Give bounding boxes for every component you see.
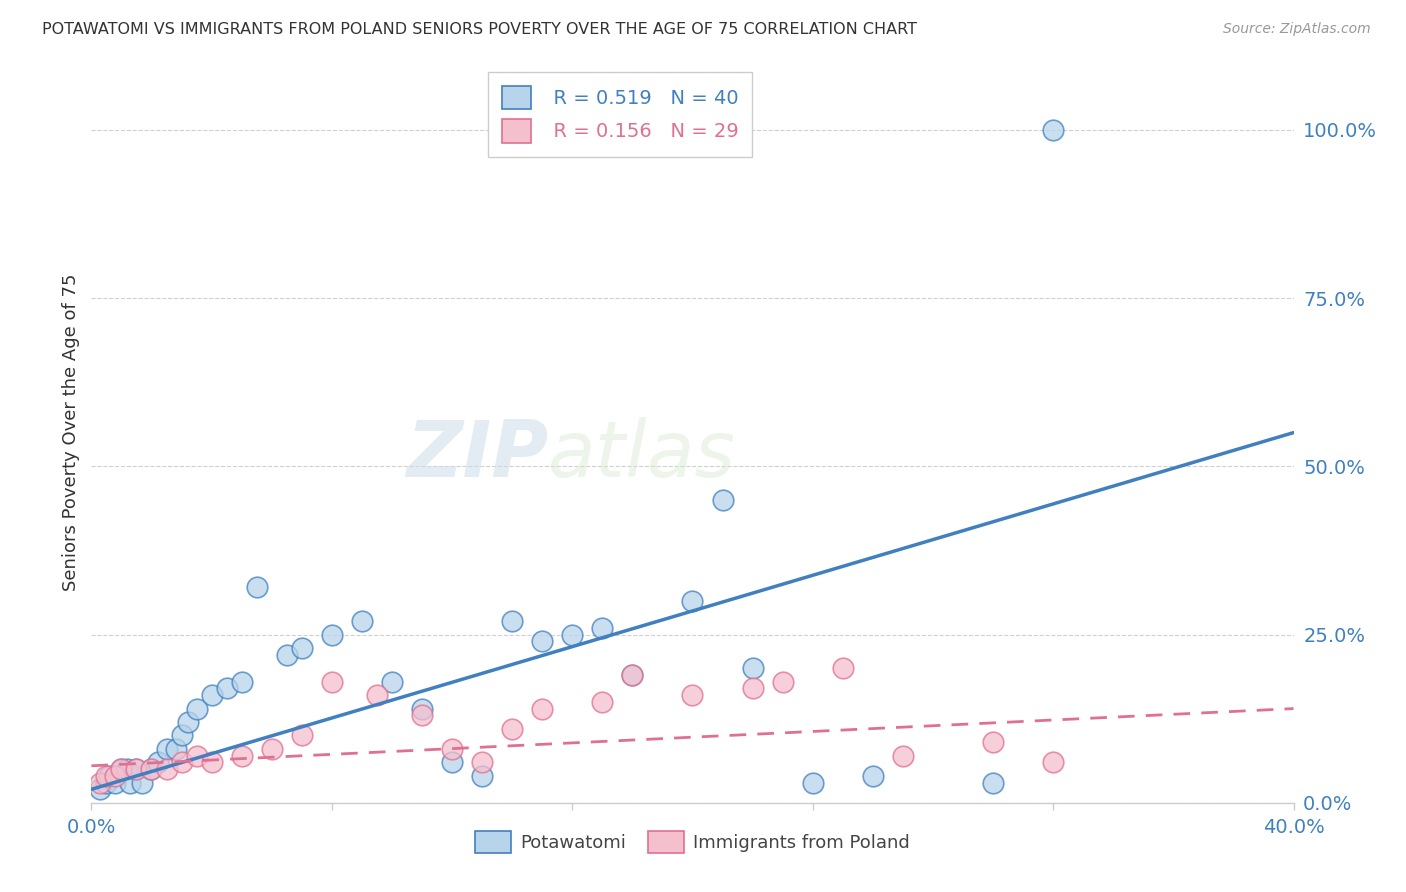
Point [96,769,118,783]
Point [201,756,224,770]
Point [366,688,388,702]
Point [1042,122,1064,136]
Legend: Potawatomi, Immigrants from Poland: Potawatomi, Immigrants from Poland [468,824,917,861]
Point [246,581,269,595]
Point [141,762,163,776]
Point [186,748,208,763]
Point [201,688,224,702]
Point [215,681,238,696]
Point [96,775,118,789]
Point [831,661,853,675]
Point [155,742,177,756]
Point [591,695,613,709]
Point [170,756,193,770]
Point [471,756,494,770]
Point [411,701,433,715]
Point [350,614,373,628]
Point [981,775,1004,789]
Text: POTAWATOMI VS IMMIGRANTS FROM POLAND SENIORS POVERTY OVER THE AGE OF 75 CORRELAT: POTAWATOMI VS IMMIGRANTS FROM POLAND SEN… [42,22,917,37]
Point [291,729,314,743]
Point [110,762,132,776]
Point [741,661,763,675]
Point [276,648,298,662]
Point [231,748,253,763]
Y-axis label: Seniors Poverty Over the Age of 75: Seniors Poverty Over the Age of 75 [62,274,80,591]
Point [681,594,703,608]
Point [231,674,253,689]
Point [531,701,554,715]
Point [501,722,523,736]
Point [621,668,644,682]
Point [862,769,884,783]
Point [146,756,169,770]
Point [155,762,177,776]
Point [120,775,142,789]
Point [711,492,734,507]
Point [117,762,139,776]
Point [321,627,343,641]
Point [981,735,1004,749]
Point [321,674,343,689]
Point [89,782,111,797]
Point [186,701,208,715]
Point [98,769,121,783]
Point [104,775,127,789]
Point [891,748,914,763]
Point [801,775,824,789]
Point [141,762,163,776]
Point [772,674,794,689]
Point [531,634,554,648]
Point [104,769,127,783]
Text: Source: ZipAtlas.com: Source: ZipAtlas.com [1223,22,1371,37]
Point [411,708,433,723]
Point [741,681,763,696]
Point [125,762,148,776]
Point [131,775,153,789]
Point [471,769,494,783]
Point [591,621,613,635]
Point [110,762,132,776]
Point [561,627,583,641]
Point [260,742,283,756]
Point [176,714,198,729]
Point [165,742,187,756]
Point [291,640,314,655]
Point [501,614,523,628]
Point [441,756,464,770]
Point [441,742,464,756]
Point [621,668,644,682]
Point [170,729,193,743]
Point [125,762,148,776]
Point [681,688,703,702]
Text: atlas: atlas [548,417,737,493]
Text: ZIP: ZIP [406,417,548,493]
Point [381,674,404,689]
Point [89,775,111,789]
Point [1042,756,1064,770]
